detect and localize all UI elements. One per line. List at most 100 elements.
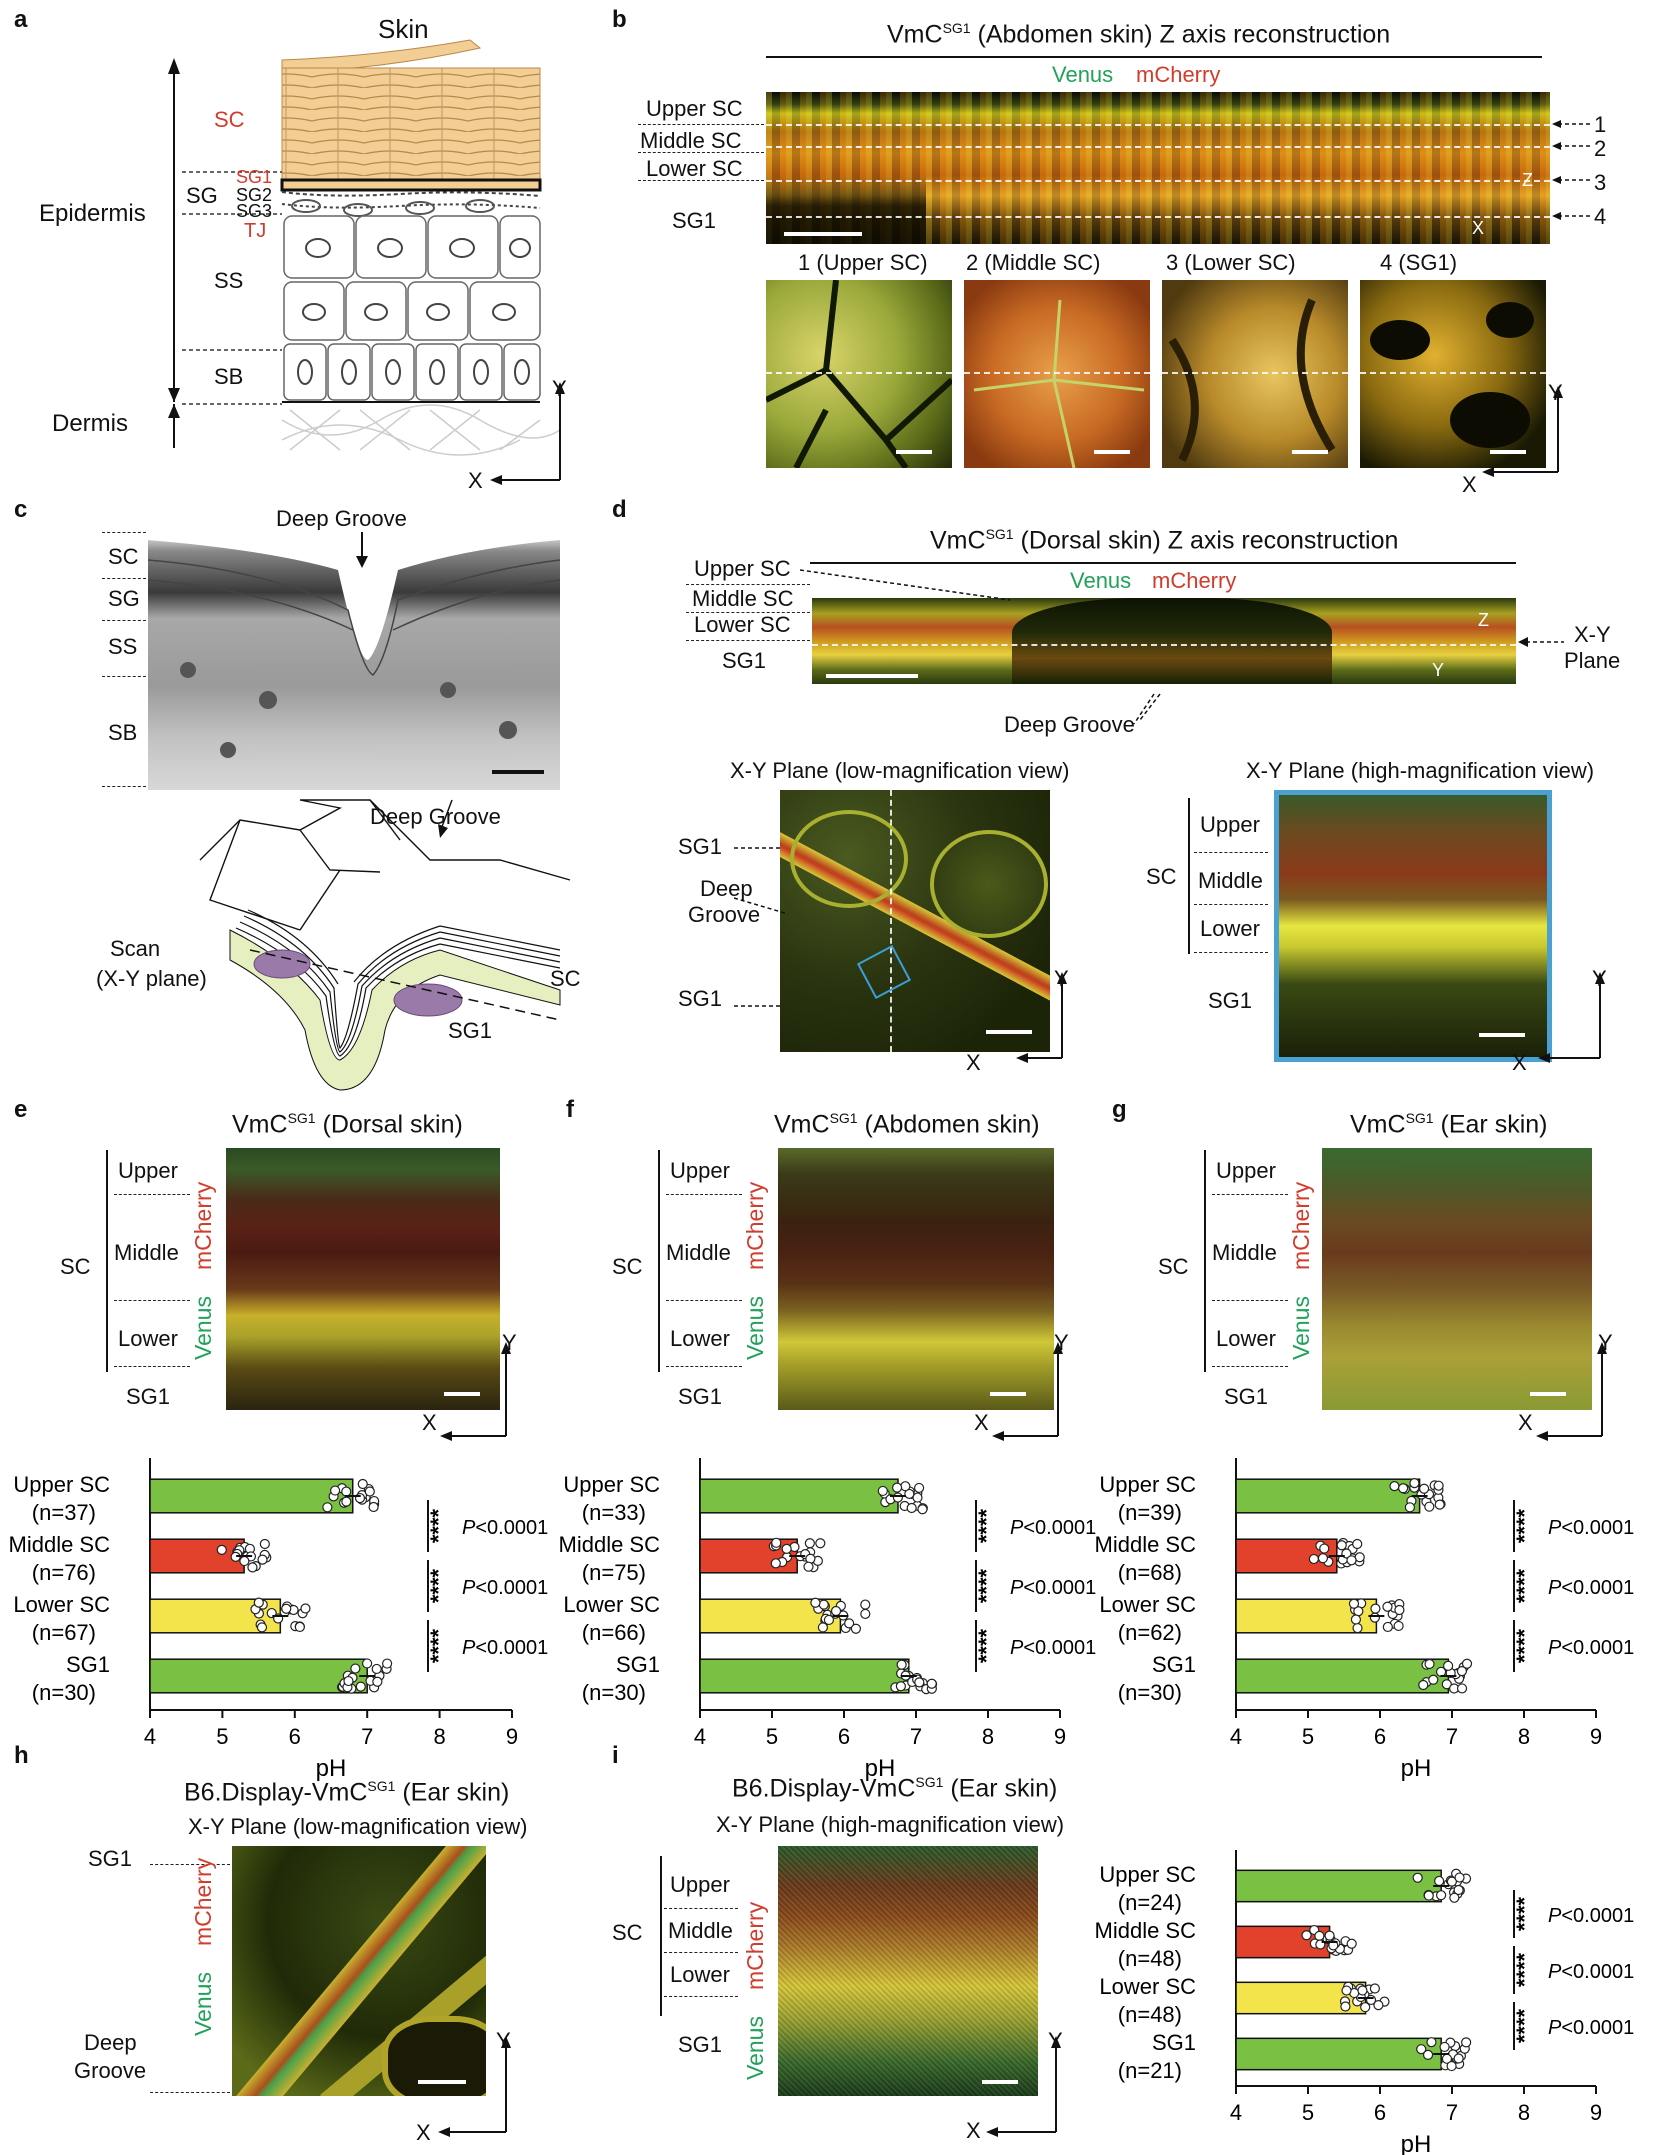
data-point	[1456, 1666, 1468, 1677]
bracket	[1204, 1150, 1206, 1372]
n-label: (n=30)	[582, 1680, 646, 1705]
sc-label: SC	[1158, 1254, 1189, 1279]
divider	[638, 180, 764, 181]
xy-axis	[438, 2036, 511, 2137]
bar	[699, 1478, 899, 1514]
n-label: (n=75)	[582, 1560, 646, 1585]
data-point	[877, 1485, 888, 1497]
middle-label: Middle	[666, 1240, 731, 1265]
p-value-label: P<0.0001	[462, 1577, 548, 1599]
bracket	[106, 1150, 108, 1372]
bracket	[658, 1150, 660, 1372]
data-point	[895, 1681, 906, 1692]
category-label: Lower SC	[563, 1592, 660, 1617]
panel-title: VmCSG1 (Dorsal skin) Z axis reconstructi…	[930, 526, 1399, 555]
data-point	[372, 1676, 383, 1687]
epidermis-label: Epidermis	[39, 200, 146, 227]
data-point	[771, 1537, 782, 1548]
pointer-lines	[733, 847, 789, 1007]
data-point	[300, 1603, 311, 1614]
category-label: Lower SC	[1099, 1974, 1196, 1999]
axis-y-label: Y	[502, 1330, 517, 1355]
divider	[1194, 952, 1268, 953]
xy-plane-label: X-Y	[1574, 622, 1611, 647]
data-point	[892, 1492, 903, 1503]
z-reconstruction-image	[766, 92, 1550, 244]
divider	[150, 2092, 230, 2093]
sc-label: SC	[612, 1254, 643, 1279]
axis-y-label: Y	[1048, 2028, 1063, 2053]
panel-label: i	[612, 1742, 619, 1769]
axis-x-label: X	[416, 2120, 431, 2145]
pointer-line	[1133, 693, 1155, 725]
panel-title: B6.Display-VmCSG1 (Ear skin)	[184, 1778, 510, 1807]
data-point	[1370, 1603, 1381, 1614]
axis-y-label: Y	[1548, 380, 1563, 405]
category-label: SG1	[66, 1652, 110, 1677]
data-point	[239, 1555, 250, 1567]
layer-sb: SB	[108, 720, 138, 745]
xy-image	[778, 1846, 1038, 2096]
data-point	[343, 1675, 354, 1687]
data-point	[330, 1485, 341, 1496]
data-point	[860, 1608, 871, 1620]
data-point	[1341, 1985, 1352, 1996]
divider	[102, 676, 146, 677]
n-label: (n=37)	[32, 1500, 96, 1525]
xy-axis	[992, 1342, 1063, 1441]
sg1-label: SG1	[678, 2032, 723, 2057]
significance-stars: ****	[426, 1568, 451, 1603]
xy-axis	[440, 1342, 511, 1441]
significance-stars: ****	[426, 1628, 451, 1663]
mark-4: 4	[1594, 204, 1607, 229]
x-axis-title: pH	[1401, 2131, 1432, 2155]
p-value-label: P<0.0001	[1010, 1517, 1096, 1539]
data-point	[900, 1481, 911, 1492]
xy-image	[778, 1148, 1054, 1410]
data-point	[357, 1478, 368, 1490]
data-point	[896, 1659, 907, 1670]
significance-stars: ****	[974, 1568, 999, 1603]
data-point	[1360, 2002, 1371, 2013]
p-value-label: P<0.0001	[1548, 1637, 1634, 1659]
n-label: (n=33)	[582, 1500, 646, 1525]
xy-image	[226, 1148, 500, 1410]
layer-middle-sc: Middle SC	[692, 586, 794, 611]
sg1-label: SG1	[1208, 988, 1253, 1013]
micrograph-middle-sc	[964, 280, 1150, 468]
data-point	[1348, 1598, 1360, 1609]
x-axis-arrow	[490, 475, 560, 485]
data-point	[1369, 1983, 1380, 1994]
n-label: (n=48)	[1118, 2002, 1182, 2027]
x-tick-label: 8	[1518, 2100, 1530, 2125]
panel-label: e	[14, 1096, 28, 1123]
axis-x-label: X	[1472, 218, 1485, 238]
data-point	[1319, 1543, 1330, 1554]
deep-label: Deep	[84, 2030, 137, 2055]
data-point	[906, 1502, 917, 1514]
significance-stars: ****	[974, 1628, 999, 1663]
data-point	[355, 1681, 366, 1692]
data-point	[1394, 1604, 1405, 1616]
x-tick-label: 8	[982, 1724, 994, 1749]
x-tick-label: 4	[1230, 2100, 1242, 2125]
data-point	[256, 1622, 268, 1633]
data-point	[259, 1538, 270, 1550]
x-tick-label: 4	[144, 1724, 156, 1749]
axis-y-label: Y	[1592, 966, 1607, 991]
x-tick-label: 9	[506, 1724, 518, 1749]
category-label: Middle SC	[9, 1532, 111, 1557]
n-label: (n=30)	[32, 1680, 96, 1705]
x-tick-label: 9	[1590, 1724, 1602, 1749]
sc-label: SC	[214, 107, 245, 132]
x-tick-label: 7	[1446, 2100, 1458, 2125]
category-label: Upper SC	[13, 1472, 110, 1497]
sb-label: SB	[214, 364, 244, 389]
data-point	[1446, 1876, 1457, 1887]
data-point	[1409, 1478, 1420, 1489]
groove-schematic	[199, 799, 571, 1091]
data-point	[1426, 2037, 1437, 2048]
divider	[1194, 852, 1268, 853]
significance-stars: ****	[426, 1508, 451, 1543]
